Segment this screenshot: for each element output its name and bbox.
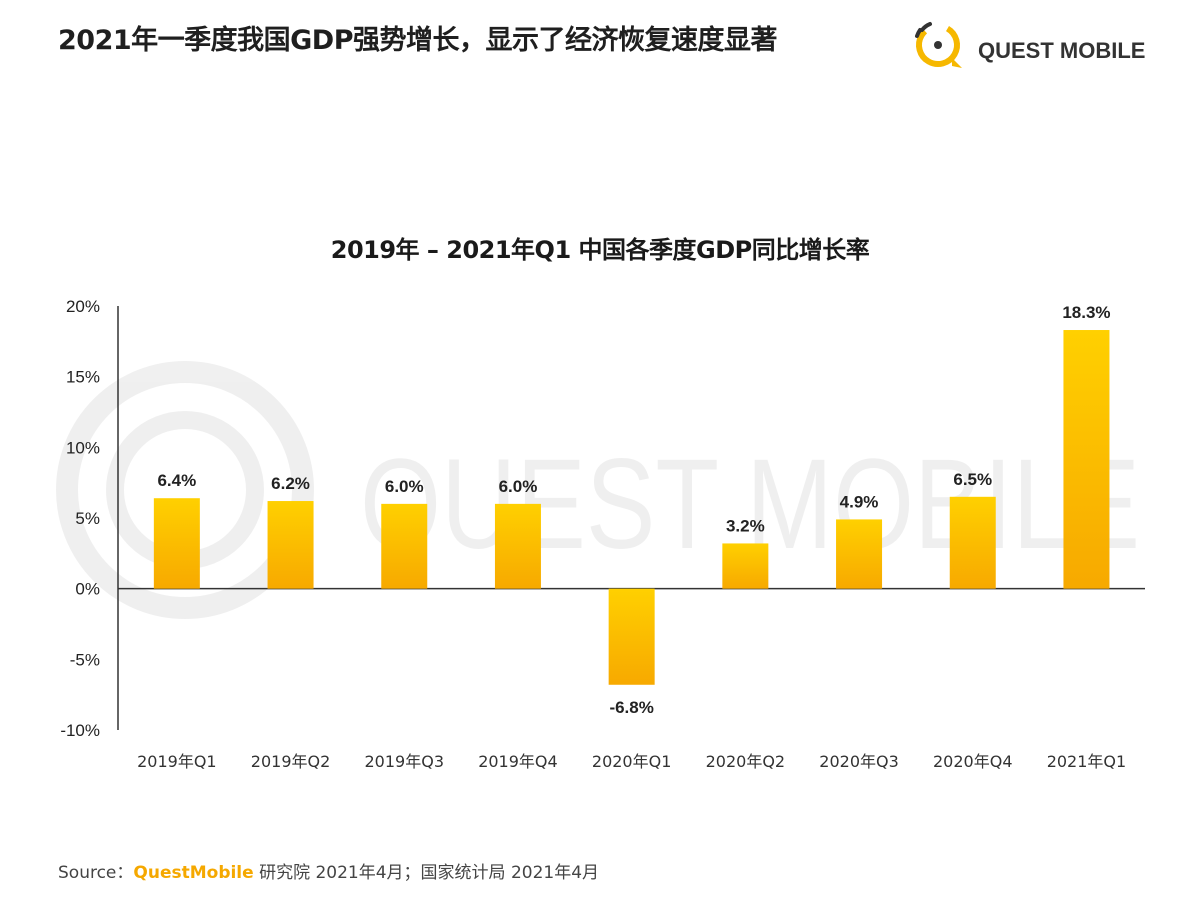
source-note: Source：QuestMobile 研究院 2021年4月；国家统计局 202… [58, 858, 599, 883]
data-label: 3.2% [726, 516, 765, 535]
x-tick-label: 2021年Q1 [1047, 752, 1127, 771]
data-label: 6.4% [157, 471, 196, 490]
data-label: 6.5% [953, 470, 992, 489]
quest-mobile-logo-icon [915, 22, 962, 68]
y-tick-label: 0% [75, 580, 100, 599]
bar [494, 503, 541, 589]
x-tick-label: 2020年Q1 [592, 752, 672, 771]
y-tick-label: 10% [66, 438, 100, 457]
data-label: 6.0% [385, 477, 424, 496]
source-rest: 研究院 2021年4月；国家统计局 2021年4月 [253, 863, 600, 883]
x-tick-label: 2019年Q4 [478, 752, 558, 771]
x-tick-label: 2019年Q1 [137, 752, 217, 771]
y-tick-label: -5% [70, 650, 100, 669]
chart-title: 2019年 – 2021年Q1 中国各季度GDP同比增长率 [330, 236, 870, 264]
x-tick-label: 2020年Q2 [706, 752, 786, 771]
bar [608, 588, 655, 685]
x-tick-label: 2020年Q3 [819, 752, 899, 771]
bar [836, 519, 883, 589]
y-tick-label: 5% [75, 509, 100, 528]
data-label: 18.3% [1062, 303, 1110, 322]
page-title: 2021年一季度我国GDP强势增长，显示了经济恢复速度显著 [58, 25, 778, 56]
y-tick-label: -10% [60, 721, 100, 740]
bar [722, 543, 769, 589]
bar [949, 496, 996, 589]
data-label: -6.8% [609, 698, 653, 717]
y-tick-label: 15% [66, 368, 100, 387]
y-tick-label: 20% [66, 297, 100, 316]
brand-logo-group: QUEST MOBILE [908, 14, 1158, 74]
brand-name: QUEST MOBILE [978, 38, 1146, 63]
bar [153, 498, 200, 589]
data-label: 4.9% [840, 492, 879, 511]
data-label: 6.0% [499, 477, 538, 496]
source-prefix: Source： [58, 863, 134, 883]
bar [267, 501, 314, 589]
x-tick-label: 2019年Q3 [365, 752, 445, 771]
data-label: 6.2% [271, 474, 310, 493]
bar [1063, 330, 1110, 589]
source-brand: QuestMobile [133, 863, 254, 883]
bar [381, 503, 428, 589]
x-tick-label: 2019年Q2 [251, 752, 331, 771]
x-tick-label: 2020年Q4 [933, 752, 1013, 771]
